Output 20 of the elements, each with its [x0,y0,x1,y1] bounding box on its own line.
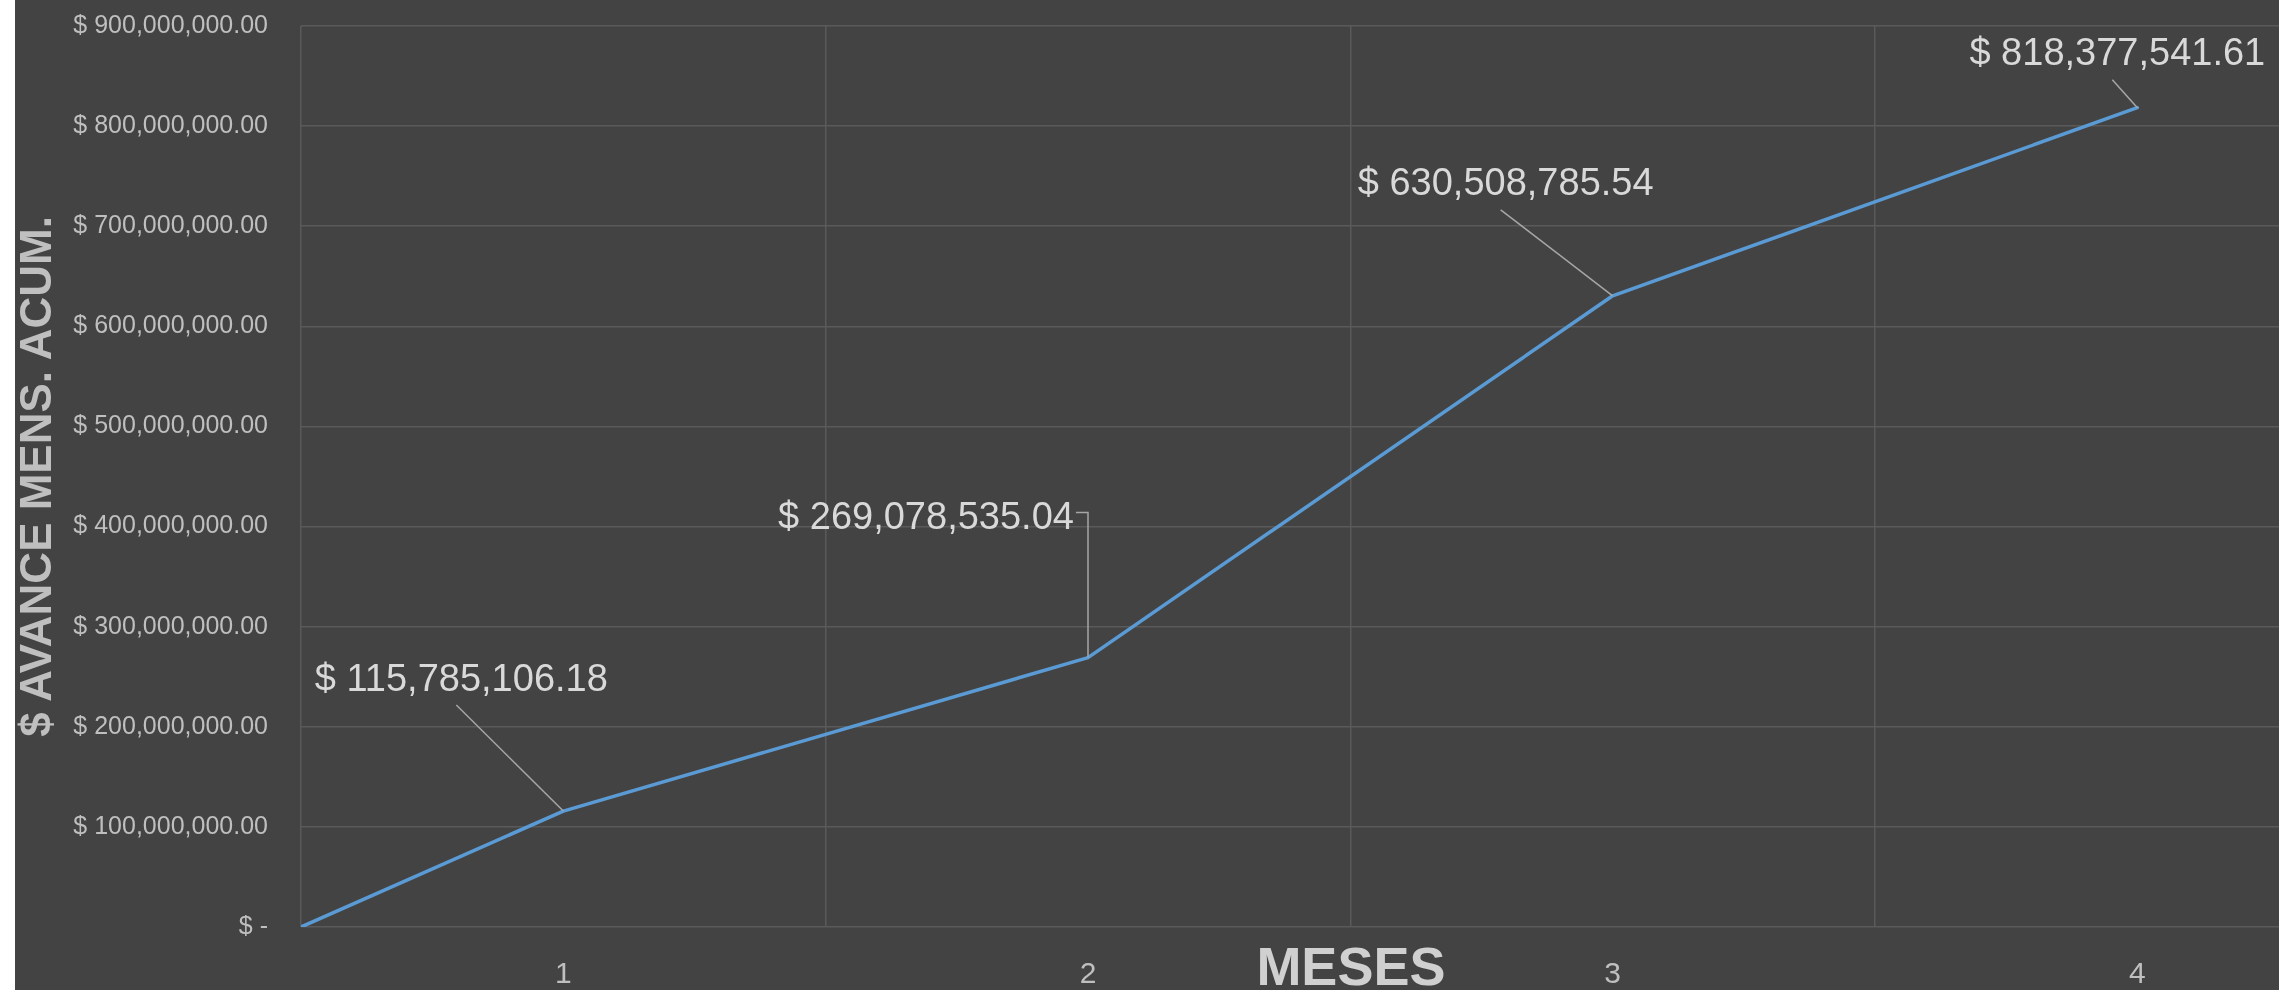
y-axis-title: $ AVANCE MENS. ACUM. [11,216,61,737]
y-tick-label: $ 600,000,000.00 [73,310,268,339]
y-tick-label: $ 500,000,000.00 [73,410,268,439]
y-tick-label: $ 200,000,000.00 [73,710,268,739]
y-tick-label: $ 400,000,000.00 [73,510,268,539]
x-tick-label: 1 [554,956,572,990]
y-tick-label: $ 100,000,000.00 [73,810,268,839]
data-label: $ 818,377,541.61 [1969,31,2266,74]
x-tick-label: 3 [1604,956,1622,990]
x-tick-label: 4 [2129,956,2146,990]
y-tick-label: $ 800,000,000.00 [73,110,268,138]
data-label: $ 115,785,106.18 [314,656,608,699]
y-tick-label: $ 700,000,000.00 [73,210,268,239]
y-tick-label: $ 300,000,000.00 [73,610,268,639]
x-axis-title: MESES [1256,936,1446,990]
data-label: $ 269,078,535.04 [778,495,1074,538]
x-tick-label: 2 [1079,956,1097,990]
y-tick-label: $ - [238,910,268,939]
data-label: $ 630,508,785.54 [1357,161,1654,204]
y-tick-label: $ 900,000,000.00 [73,9,268,38]
